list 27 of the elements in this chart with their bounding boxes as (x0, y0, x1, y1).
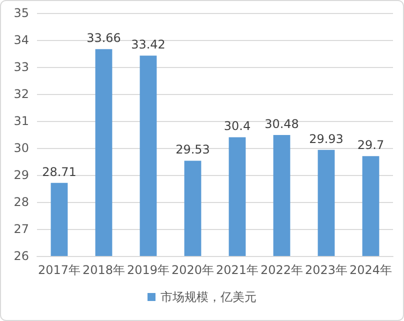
data-label: 30.4 (224, 119, 251, 134)
x-tick-label: 2024年 (349, 263, 392, 277)
legend-label: 市场规模，亿美元 (160, 290, 256, 304)
y-tick-label: 34 (14, 33, 29, 47)
x-tick-label: 2023年 (304, 263, 348, 277)
x-tick-label: 2020年 (171, 263, 214, 277)
y-tick-label: 27 (14, 222, 29, 236)
x-tick-label: 2019年 (126, 263, 170, 277)
y-tick-label: 35 (14, 6, 29, 20)
data-label: 30.48 (264, 117, 299, 132)
y-tick-label: 29 (14, 168, 29, 182)
y-tick-label: 32 (14, 87, 29, 101)
data-label: 29.7 (357, 138, 384, 152)
data-label: 28.71 (42, 164, 76, 179)
data-label: 29.53 (176, 142, 210, 157)
y-tick-label: 26 (14, 249, 29, 263)
y-tick-label: 31 (14, 114, 29, 128)
x-tick-label: 2021年 (216, 263, 259, 277)
x-tick-label: 2018年 (82, 263, 126, 277)
data-label: 33.42 (131, 38, 166, 52)
y-tick-label: 30 (14, 141, 29, 155)
x-tick-label: 2017年 (38, 263, 81, 277)
x-tick-label: 2022年 (260, 263, 304, 277)
y-tick-label: 33 (14, 60, 29, 74)
data-label: 33.66 (86, 31, 121, 46)
data-label: 29.93 (309, 132, 344, 146)
y-tick-label: 28 (14, 195, 29, 209)
